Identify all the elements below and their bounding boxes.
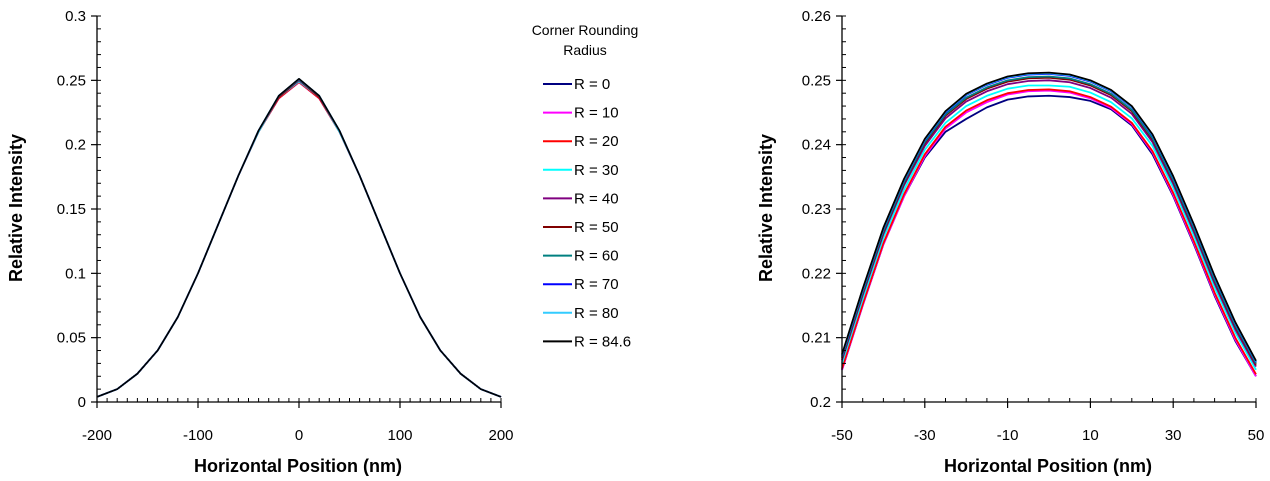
chart-left-series-lines	[96, 77, 502, 398]
chart-right-axes	[836, 15, 1257, 408]
chart-right-y-tick-label: 0.22	[802, 265, 831, 282]
chart-left-axes	[91, 15, 502, 408]
legend-label: R = 60	[574, 248, 619, 265]
chart-right-series-line-4	[841, 79, 1257, 368]
chart-right-y-tick-label: 0.2	[810, 394, 831, 411]
chart-left-y-tick-label: 0.2	[65, 137, 86, 154]
legend-label: R = 30	[574, 162, 619, 179]
chart-left-y-tick-label: 0	[78, 394, 86, 411]
chart-right-y-axis-title: Relative Intensity	[756, 134, 776, 282]
legend-label: R = 20	[574, 133, 619, 150]
chart-left-y-tick-label: 0.25	[57, 72, 86, 89]
chart-left-x-tick-label: -200	[82, 427, 112, 444]
chart-left-x-tick-label: 200	[488, 427, 513, 444]
chart-right-x-tick-label: 50	[1248, 427, 1265, 444]
legend-label: R = 84.6	[574, 333, 631, 350]
legend-title-line-1: Corner Rounding	[532, 22, 639, 38]
chart-right-y-tick-label: 0.25	[802, 72, 831, 89]
chart-left-x-axis-title: Horizontal Position (nm)	[194, 456, 402, 476]
chart-right-tick-labels: 0.2 0.21 0.22 0.23 0.24 0.25 0.26 -50 -30 -10 10 30…	[802, 8, 1265, 444]
chart-left-y-tick-label: 0.15	[57, 201, 86, 218]
legend-label: R = 10	[574, 105, 619, 122]
chart-right-x-tick-label: 10	[1082, 427, 1099, 444]
chart-left-x-tick-label: 100	[387, 427, 412, 444]
chart-left-series-line-9	[96, 77, 502, 398]
chart-right-x-tick-label: -50	[831, 427, 853, 444]
chart-right-series-line-2	[841, 88, 1257, 375]
chart-left-y-tick-label: 0.3	[65, 8, 86, 25]
chart-right-x-tick-label: -10	[997, 427, 1019, 444]
legend-label: R = 0	[574, 76, 610, 93]
chart-right-y-tick-label: 0.26	[802, 8, 831, 25]
chart-left-y-axis-title: Relative Intensity	[6, 134, 26, 282]
chart-right-y-tick-label: 0.21	[802, 330, 831, 347]
legend-label: R = 50	[574, 219, 619, 236]
chart-right-y-tick-label: 0.24	[802, 137, 831, 154]
legend-title-line-2: Radius	[563, 42, 607, 58]
chart-left-tick-labels: 0 0.05 0.1 0.15 0.2 0.25 0.3 -200 -100 0 100 200	[57, 8, 514, 444]
legend-items: R = 0 R = 10 R = 20 R = 30 R = 40 R = 50 R = 6…	[543, 76, 631, 350]
chart-right-series-line-3	[841, 84, 1257, 371]
chart-right-series-lines	[841, 71, 1257, 377]
chart-left-y-tick-label: 0.1	[65, 265, 86, 282]
legend-label: R = 40	[574, 190, 619, 207]
chart-right-x-axis-title: Horizontal Position (nm)	[944, 456, 1152, 476]
chart-right-x-tick-label: -30	[914, 427, 936, 444]
chart-right-y-tick-label: 0.23	[802, 201, 831, 218]
chart-left-x-tick-label: -100	[183, 427, 213, 444]
chart-left-x-tick-label: 0	[295, 427, 303, 444]
chart-right-series-line-9	[841, 71, 1257, 362]
legend-label: R = 70	[574, 276, 619, 293]
chart-right-x-tick-label: 30	[1165, 427, 1182, 444]
chart-left-y-tick-label: 0.05	[57, 330, 86, 347]
legend: Corner Rounding Radius R = 0 R = 10 R = 20…	[532, 22, 639, 350]
legend-label: R = 80	[574, 305, 619, 322]
chart-left: 0 0.05 0.1 0.15 0.2 0.25 0.3 -200 -100 0 100 200 Ho…	[6, 8, 514, 476]
chart-right: 0.2 0.21 0.22 0.23 0.24 0.25 0.26 -50 -30 -10 10 30…	[756, 8, 1264, 476]
